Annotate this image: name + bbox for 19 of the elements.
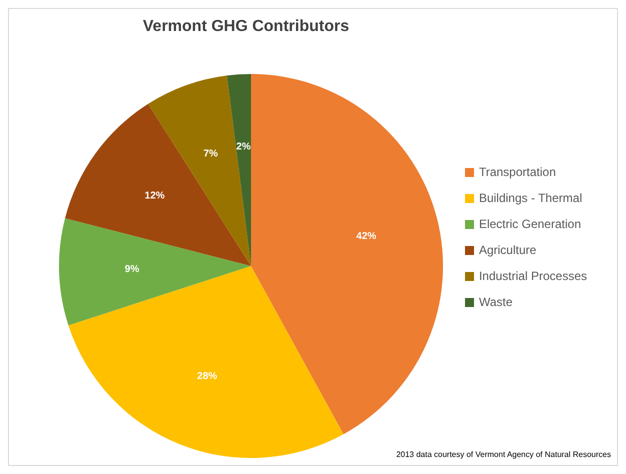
data-label: 9%	[124, 264, 140, 276]
legend-label: Electric Generation	[478, 216, 581, 233]
legend-label: Waste	[478, 294, 513, 311]
legend-label: Agriculture	[478, 242, 536, 259]
legend-label: Industrial Processes	[478, 268, 587, 285]
data-label: 2%	[236, 142, 251, 153]
pie-slice	[226, 74, 251, 266]
data-label: 7%	[203, 148, 218, 160]
text: 2013 data courtesy of Vermont Agency of Natural Resources	[396, 450, 611, 459]
legend-label: Buildings - Thermal	[478, 190, 582, 207]
data-label: 28%	[197, 371, 218, 382]
data-label: 12%	[144, 190, 165, 202]
pie-slice	[65, 104, 251, 266]
pie-slice	[59, 218, 251, 326]
pie-slice	[251, 74, 443, 434]
pie-slice	[68, 266, 344, 458]
data-label: 42%	[356, 230, 376, 242]
legend-label: Transportation	[478, 164, 556, 181]
chart-title: Vermont GHG Contributors	[142, 18, 350, 35]
